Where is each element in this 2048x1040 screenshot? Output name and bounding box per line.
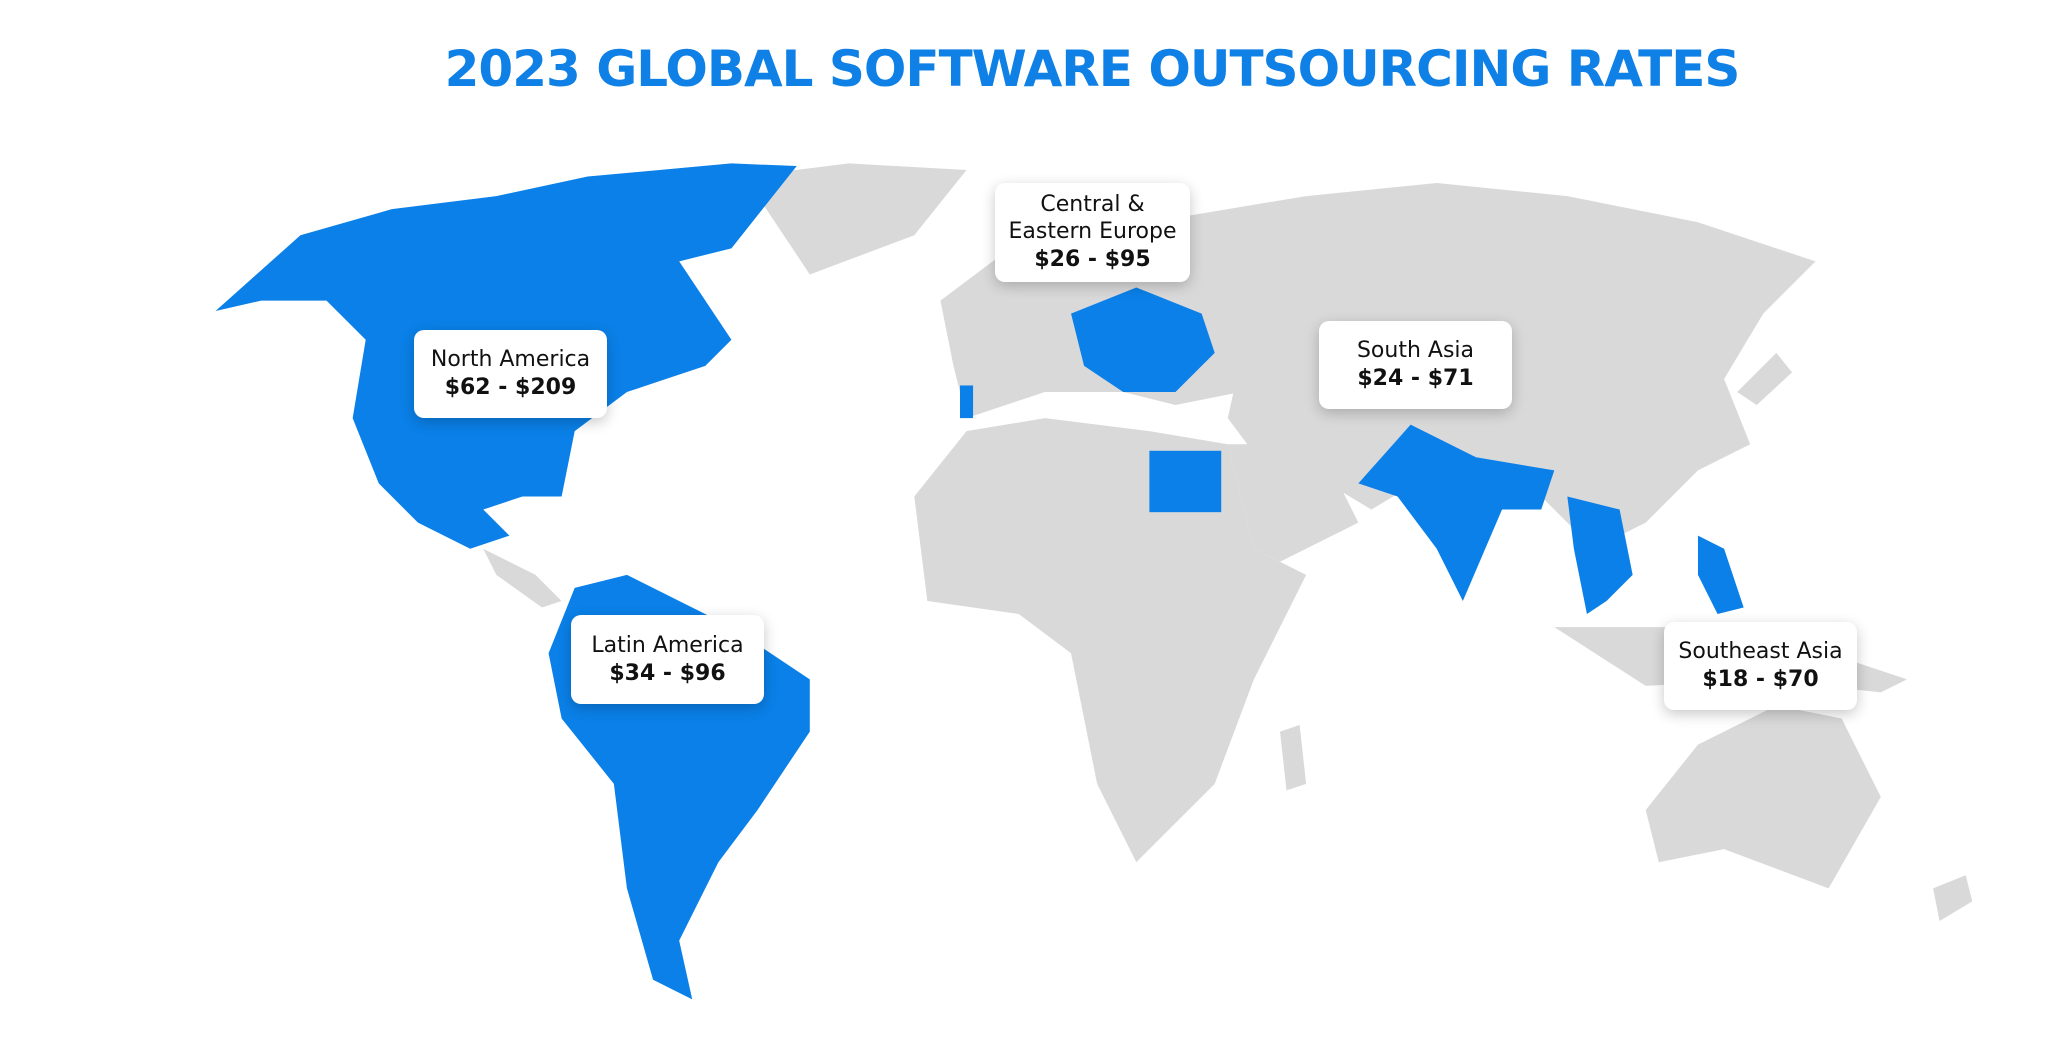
region-rate: $24 - $71: [1357, 366, 1474, 391]
region-label: Central & Eastern Europe $26 - $95: [995, 183, 1190, 282]
region-label: North America $62 - $209: [414, 330, 607, 418]
region-label: Latin America $34 - $96: [571, 615, 764, 704]
region-label: South Asia $24 - $71: [1319, 321, 1512, 409]
region-rate: $18 - $70: [1702, 667, 1819, 692]
region-rate: $34 - $96: [609, 660, 726, 686]
region-name: North America: [430, 347, 591, 372]
region-name: Latin America: [591, 632, 744, 658]
title: 2023 GLOBAL SOFTWARE OUTSOURCING RATES: [444, 40, 1741, 98]
region-rate: $62 - $209: [444, 375, 577, 400]
region-rate: $26 - $95: [1034, 247, 1151, 272]
region-name: Central & Eastern Europe: [1008, 192, 1177, 244]
region-name: South Asia: [1356, 338, 1475, 363]
region-name: Southeast Asia: [1678, 639, 1843, 664]
region-label: Southeast Asia $18 - $70: [1664, 622, 1857, 710]
